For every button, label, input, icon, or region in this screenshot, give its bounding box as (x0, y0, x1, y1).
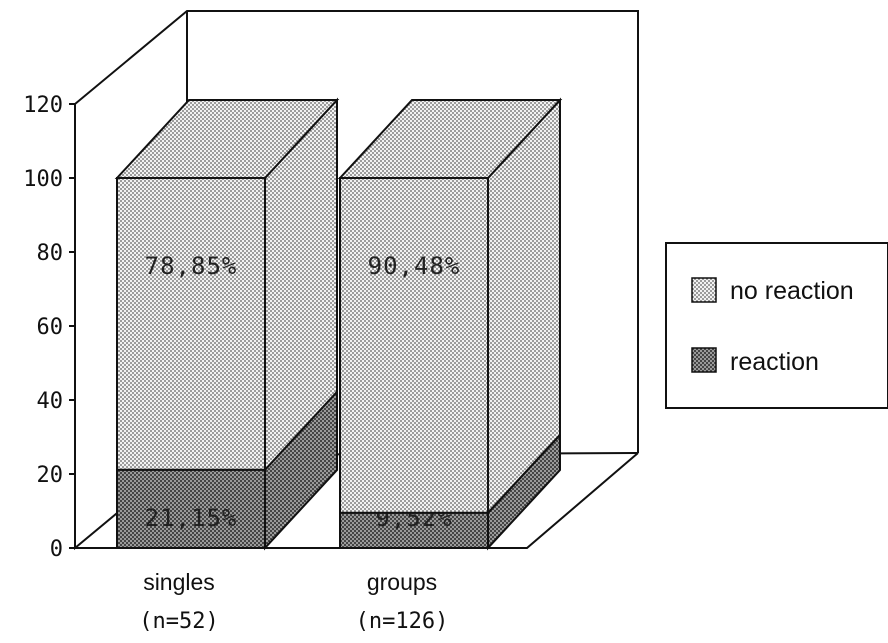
data-label-singles-reaction: 21,15% (145, 504, 238, 532)
data-label-groups-no-reaction: 90,48% (368, 252, 461, 280)
bar-groups-no-reaction: 90,48% (337, 97, 563, 516)
y-axis: 0 20 40 60 80 100 120 (23, 93, 75, 562)
y-tick-label: 0 (50, 537, 63, 562)
y-tick-label: 120 (23, 93, 63, 118)
bars: 21,15% 78,85% 9,52% 90,48% (114, 97, 563, 551)
bar-singles-reaction-front (116, 468, 266, 549)
bar-groups-reaction-front (339, 511, 489, 549)
y-tick-label: 60 (37, 315, 64, 340)
legend-swatch-no-reaction (691, 277, 717, 303)
bar-groups-reaction: 9,52% (339, 432, 561, 551)
legend-label-no-reaction: no reaction (730, 277, 854, 305)
bar-groups-no-reaction-front (339, 177, 489, 514)
y-tick-label: 40 (37, 389, 64, 414)
x-label-singles: singles (143, 569, 215, 595)
legend-item-reaction: reaction (691, 347, 819, 376)
x-axis-labels: singles (n=52) groups (n=126) (139, 569, 448, 634)
bar-singles-no-reaction-front (116, 177, 266, 471)
x-label-singles-count: (n=52) (139, 609, 218, 634)
legend: no reaction reaction (665, 242, 888, 409)
legend-item-no-reaction: no reaction (691, 277, 854, 305)
x-label-groups: groups (367, 569, 437, 595)
legend-swatch-reaction (691, 347, 717, 373)
data-label-singles-no-reaction: 78,85% (145, 252, 238, 280)
legend-label-reaction: reaction (730, 348, 819, 376)
bar-groups-no-reaction-top (337, 99, 563, 179)
bar-singles-no-reaction-top (114, 99, 340, 179)
y-tick-label: 100 (23, 167, 63, 192)
x-label-groups-count: (n=126) (356, 609, 449, 634)
y-tick-label: 80 (37, 241, 64, 266)
bar-singles-no-reaction: 78,85% (114, 97, 340, 473)
y-tick-label: 20 (37, 463, 64, 488)
